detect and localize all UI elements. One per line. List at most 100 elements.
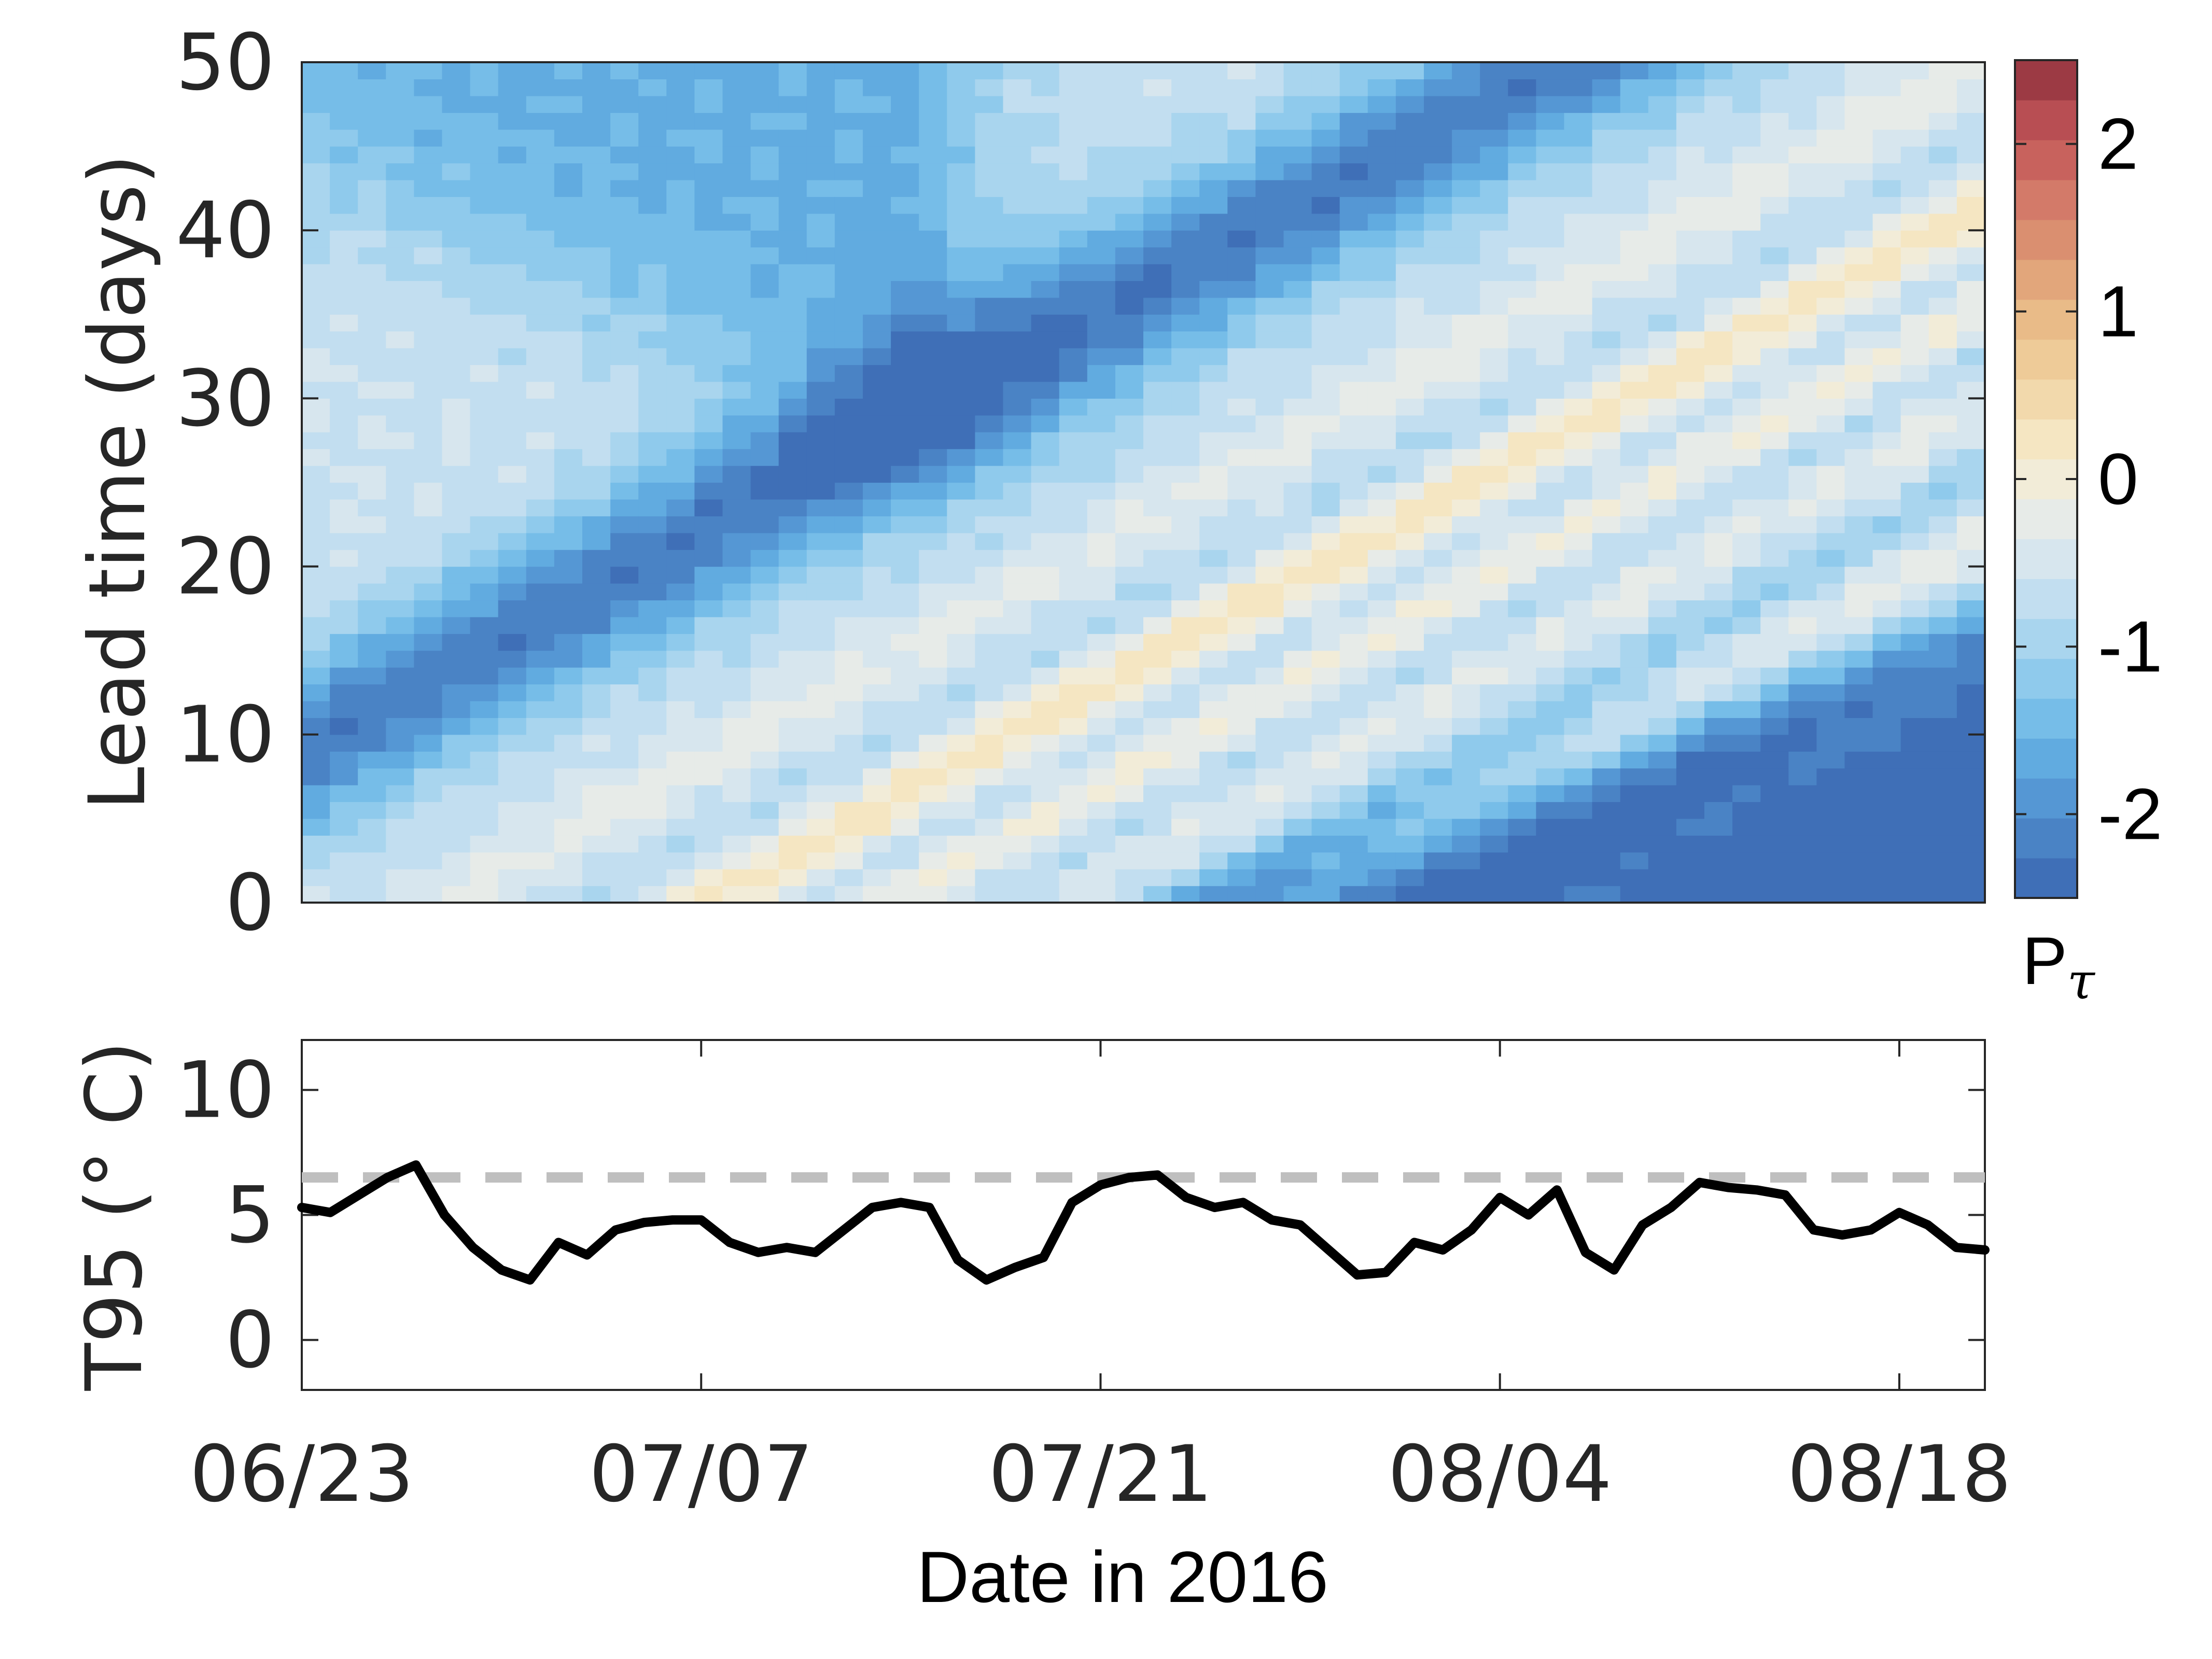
heatmap-cell	[1704, 700, 1733, 718]
colorbar-segment	[2015, 100, 2077, 140]
heatmap-cell	[1760, 314, 1789, 332]
heatmap-cell	[1087, 785, 1116, 803]
heatmap-cell	[1003, 213, 1032, 231]
heatmap-cell	[1367, 264, 1396, 282]
heatmap-cell	[1956, 264, 1985, 282]
heatmap-cell	[1227, 634, 1256, 651]
heatmap-cell	[1339, 129, 1368, 147]
heatmap-cell	[1480, 381, 1508, 399]
heatmap-cell	[1956, 650, 1985, 668]
heatmap-cell	[694, 885, 723, 903]
heatmap-cell	[330, 314, 358, 332]
heatmap-cell	[834, 802, 863, 819]
heatmap-cell	[302, 230, 330, 248]
heatmap-cell	[863, 650, 891, 668]
heatmap-cell	[666, 583, 695, 601]
heatmap-cell	[1872, 448, 1901, 466]
heatmap-cell	[1227, 734, 1256, 752]
heatmap-cell	[947, 550, 975, 567]
heatmap-cell	[1367, 700, 1396, 718]
heatmap-cell	[1564, 280, 1593, 298]
heatmap-cell	[750, 600, 779, 617]
heatmap-cell	[863, 280, 891, 298]
heatmap-cell	[694, 129, 723, 147]
heatmap-cell	[863, 381, 891, 399]
heatmap-cell	[1311, 95, 1340, 113]
heatmap-cell	[750, 852, 779, 869]
heatmap-cell	[1199, 331, 1228, 348]
heatmap-cell	[1395, 583, 1424, 601]
heatmap-cell	[470, 146, 499, 164]
heatmap-cell	[1928, 95, 1957, 113]
heatmap-cell	[1003, 364, 1032, 382]
heatmap-cell	[834, 835, 863, 853]
heatmap-cell	[1928, 129, 1957, 147]
heatmap-cell	[891, 432, 919, 449]
line-y-axis-label: T95 (° C)	[69, 1041, 160, 1391]
heatmap-cell	[975, 718, 1004, 735]
heatmap-cell	[1648, 583, 1677, 601]
heatmap-cell	[470, 415, 499, 432]
heatmap-cell	[1115, 79, 1144, 96]
heatmap-cell	[1452, 79, 1480, 96]
heatmap-cell	[1788, 213, 1817, 231]
heatmap-cell	[947, 331, 975, 348]
heatmap-cell	[582, 297, 611, 315]
heatmap-cell	[582, 550, 611, 567]
heatmap-cell	[1704, 516, 1733, 533]
heatmap-cell	[470, 885, 499, 903]
heatmap-cell	[947, 751, 975, 769]
heatmap-cell	[638, 852, 667, 869]
heatmap-cell	[1199, 163, 1228, 180]
heatmap-cell	[1704, 734, 1733, 752]
heatmap-cell	[498, 785, 527, 803]
heatmap-cell	[1283, 516, 1312, 533]
heatmap-cell	[1143, 415, 1172, 432]
heatmap-cell	[1424, 583, 1452, 601]
heatmap-cell	[1087, 129, 1116, 147]
heatmap-cell	[666, 129, 695, 147]
heatmap-cell	[1115, 785, 1144, 803]
heatmap-cell	[1872, 230, 1901, 248]
heatmap-cell	[834, 163, 863, 180]
heatmap-cell	[526, 247, 555, 264]
heatmap-cell	[1283, 129, 1312, 147]
heatmap-cell	[1732, 650, 1761, 668]
heatmap-cell	[1059, 667, 1088, 685]
heatmap-cell	[1171, 213, 1200, 231]
heatmap-cell	[722, 852, 751, 869]
heatmap-cell	[666, 348, 695, 365]
heatmap-cell	[1031, 381, 1060, 399]
heatmap-cell	[330, 113, 358, 130]
heatmap-cell	[442, 280, 471, 298]
heatmap-cell	[414, 600, 443, 617]
heatmap-cell	[1199, 583, 1228, 601]
heatmap-cell	[1816, 466, 1845, 483]
heatmap-cell	[442, 768, 471, 785]
heatmap-cell	[414, 616, 443, 634]
heatmap-cell	[1760, 146, 1789, 164]
heatmap-cell	[1508, 213, 1536, 231]
heatmap-cell	[1928, 432, 1957, 449]
heatmap-cell	[554, 600, 583, 617]
heatmap-cell	[1339, 499, 1368, 516]
heatmap-cell	[638, 566, 667, 584]
heatmap-cell	[582, 230, 611, 248]
heatmap-cell	[358, 398, 386, 416]
heatmap-cell	[919, 718, 947, 735]
heatmap-cell	[1620, 179, 1649, 197]
heatmap-cell	[1844, 79, 1873, 96]
heatmap-cell	[1255, 852, 1284, 869]
heatmap-cell	[1620, 466, 1649, 483]
heatmap-cell	[778, 482, 807, 500]
heatmap-cell	[778, 79, 807, 96]
heatmap-cell	[947, 448, 975, 466]
heatmap-cell	[1956, 516, 1985, 533]
heatmap-cell	[1311, 146, 1340, 164]
heatmap-cell	[1003, 196, 1032, 214]
heatmap-cell	[1564, 751, 1593, 769]
heatmap-cell	[750, 179, 779, 197]
heatmap-cell	[1367, 785, 1396, 803]
heatmap-cell	[1452, 129, 1480, 147]
heatmap-cell	[1732, 482, 1761, 500]
